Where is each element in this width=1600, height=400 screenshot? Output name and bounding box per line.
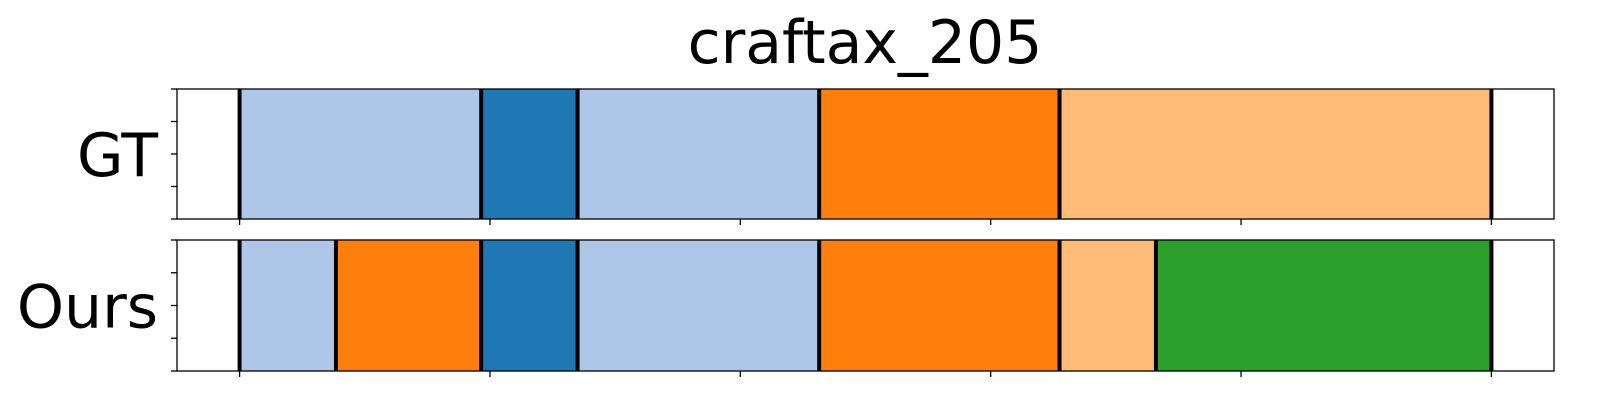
segment-bar [819,89,1060,219]
segment-bar [481,89,578,219]
segment-bar [577,89,820,219]
row-ours: Ours [17,239,1555,377]
chart-rows: GT Ours [17,88,1555,377]
segment-bar [819,240,1060,371]
row-label: GT [77,121,158,191]
segment-bar [1059,240,1156,371]
segment-bar [577,240,820,371]
segment-bar [1059,89,1492,219]
row-gt: GT [77,88,1555,225]
segment-bar [1155,240,1492,371]
segment-bar [335,240,482,371]
chart-title: craftax_205 [688,8,1043,78]
segment-bar [239,240,336,371]
segment-bar [239,89,482,219]
row-label: Ours [17,273,158,343]
segment-bar [481,240,578,371]
